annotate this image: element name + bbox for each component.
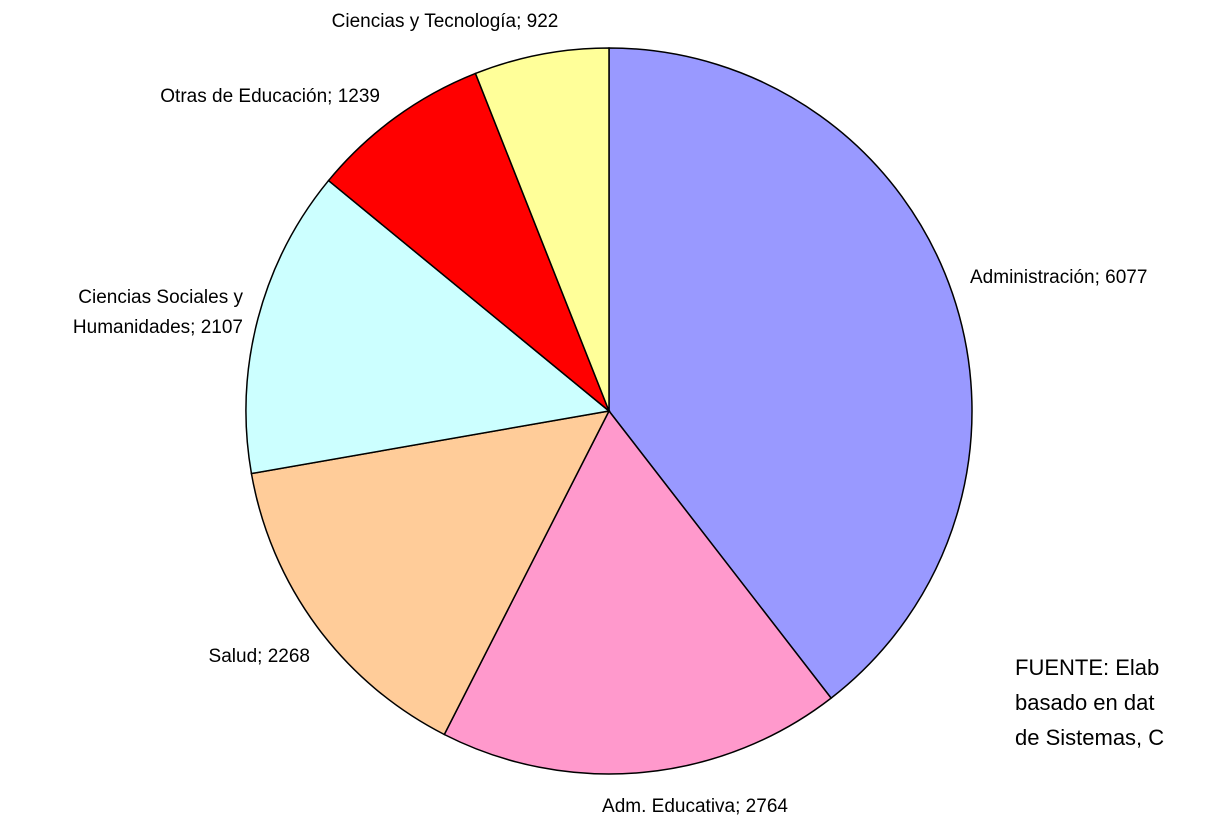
category-name: Salud — [208, 646, 258, 667]
pie-slice — [327, 72, 611, 414]
pie-slice — [474, 47, 610, 412]
value-label: 6077 — [1105, 267, 1148, 288]
value-label: 922 — [526, 11, 559, 32]
value-label: 1239 — [337, 86, 380, 107]
value-label: 2107 — [200, 317, 243, 338]
label-separator: ; — [257, 646, 268, 667]
data-label: Ciencias y Tecnología; 922 — [332, 7, 559, 37]
pie-slice — [250, 410, 611, 736]
pie-slice — [443, 409, 833, 775]
pie-slice — [245, 179, 611, 475]
category-name: Ciencias Sociales y Humanidades — [72, 287, 243, 338]
data-label: Administración; 6077 — [970, 263, 1147, 293]
data-label: Adm. Educativa; 2764 — [602, 792, 788, 821]
pie-slice — [608, 47, 973, 700]
category-name: Ciencias y Tecnología — [331, 11, 517, 32]
label-separator: ; — [735, 796, 746, 817]
value-label: 2764 — [745, 796, 788, 817]
data-label: Ciencias Sociales y Humanidades; 2107 — [3, 283, 243, 343]
category-name: Adm. Educativa — [602, 796, 736, 817]
source-note: basado en dat — [1015, 690, 1155, 715]
data-label: Salud; 2268 — [209, 642, 310, 672]
label-separator: ; — [327, 86, 338, 107]
source-note: FUENTE: Elab — [1015, 655, 1160, 680]
label-separator: ; — [1094, 267, 1106, 288]
label-separator: ; — [516, 11, 527, 32]
label-separator: ; — [190, 317, 201, 338]
category-name: Otras de Educación — [160, 86, 328, 107]
source-note: de Sistemas, C — [1015, 725, 1165, 750]
category-name: Administración — [970, 267, 1095, 288]
data-label: Otras de Educación; 1239 — [160, 82, 380, 112]
value-label: 2268 — [267, 646, 310, 667]
